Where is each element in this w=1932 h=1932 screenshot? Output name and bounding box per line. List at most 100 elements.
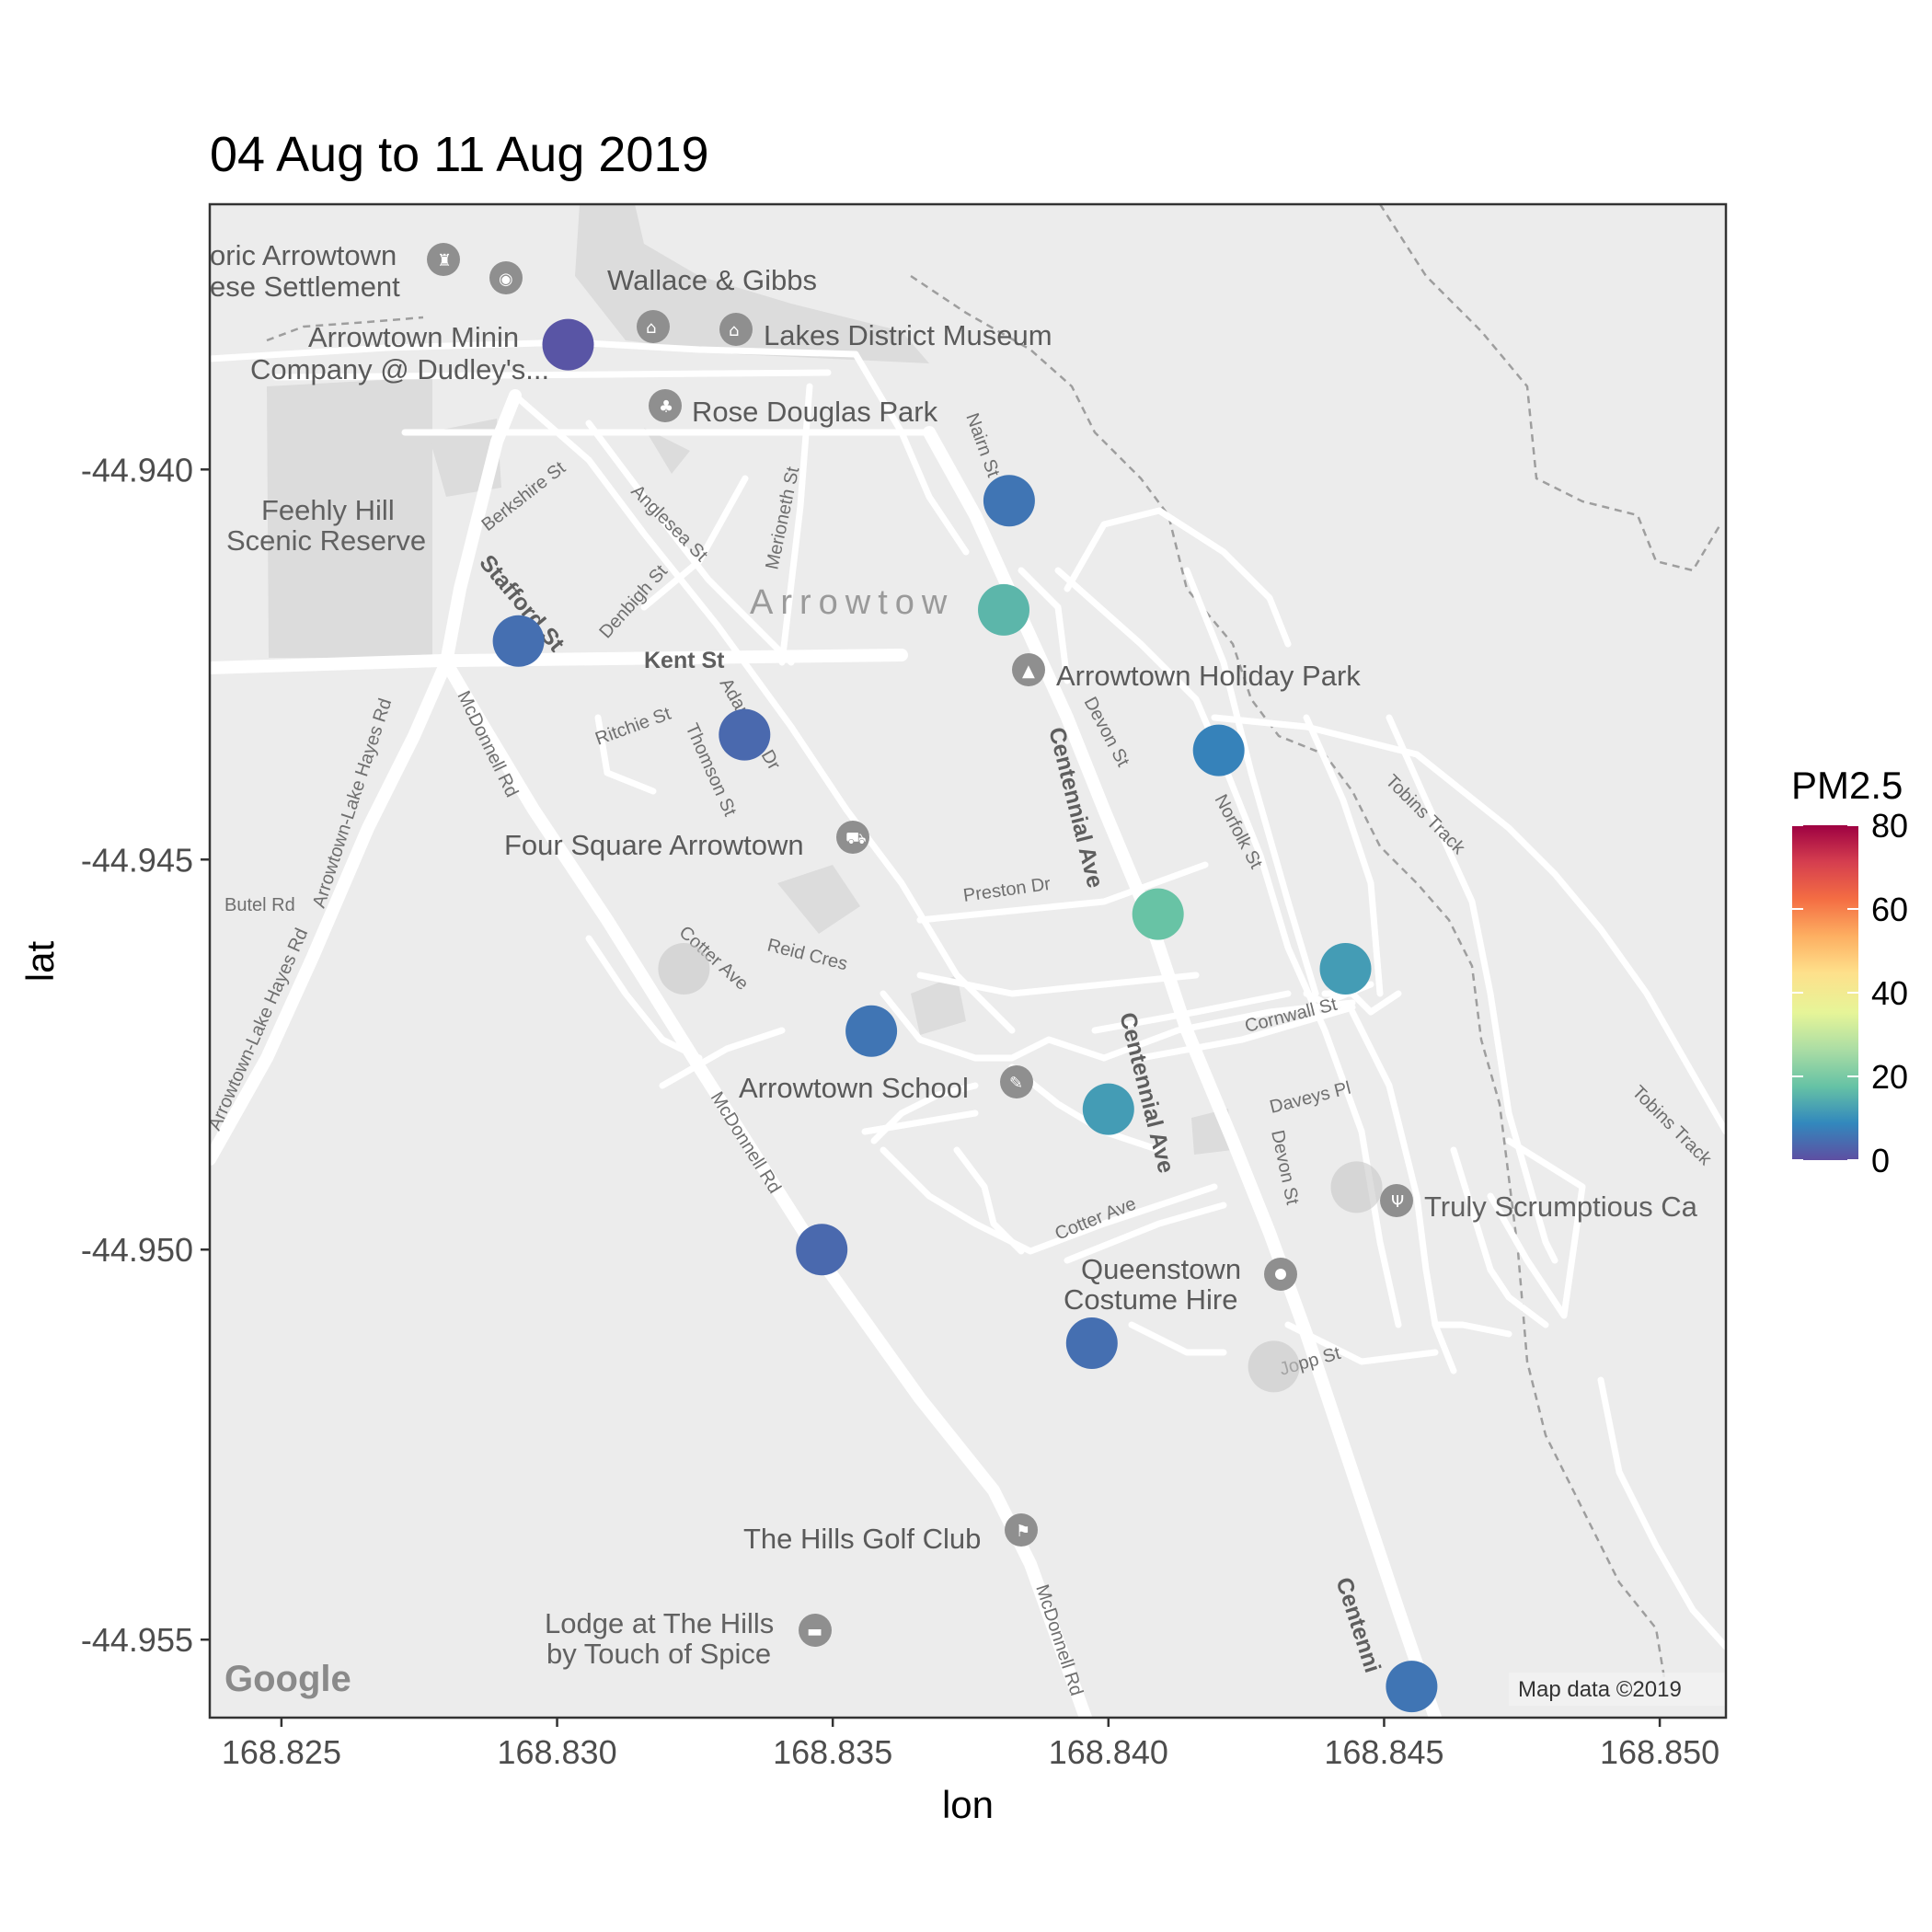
map-attribution: Map data ©2019 — [1518, 1677, 1682, 1702]
svg-text:▲: ▲ — [1022, 661, 1035, 681]
data-point — [978, 583, 1029, 636]
poi-label: Costume Hire — [1064, 1283, 1238, 1316]
data-point — [542, 318, 594, 371]
y-axis: -44.940 -44.945 -44.950 -44.955 — [81, 451, 210, 1659]
school-icon: ✎ — [1000, 1065, 1033, 1098]
poi-label: Lodge at The Hills — [545, 1607, 774, 1639]
y-tick-label: -44.955 — [81, 1621, 193, 1659]
data-point — [1319, 943, 1372, 995]
legend-tick-label: 40 — [1871, 974, 1908, 1012]
y-tick-label: -44.950 — [81, 1231, 193, 1269]
svg-text:⌂: ⌂ — [646, 318, 656, 338]
poi-label: ese Settlement — [210, 270, 400, 303]
legend-ticks: 0 20 40 60 80 — [1792, 807, 1908, 1179]
chart-title: 04 Aug to 11 Aug 2019 — [210, 127, 709, 182]
x-tick-label: 168.830 — [497, 1733, 616, 1771]
svg-text:⚑: ⚑ — [1016, 1522, 1030, 1541]
location-pin-icon — [1264, 1258, 1297, 1291]
legend-title: PM2.5 — [1791, 764, 1903, 807]
data-point-missing — [1248, 1340, 1300, 1393]
poi-labels: oric Arrowtown ♜ ese Settlement ◉ Wallac… — [210, 239, 1698, 1670]
park-icon: ♣ — [649, 389, 682, 422]
x-tick-label: 168.840 — [1049, 1733, 1168, 1771]
reserve-area — [267, 377, 432, 658]
data-point — [719, 708, 771, 761]
data-point — [796, 1224, 848, 1276]
legend-tick-label: 0 — [1871, 1142, 1890, 1179]
poi-label: by Touch of Spice — [546, 1638, 771, 1670]
svg-text:◉: ◉ — [499, 270, 513, 289]
data-points — [492, 318, 1438, 1713]
shopping-cart-icon: ⛟ — [836, 821, 869, 854]
svg-text:Ψ: Ψ — [1391, 1192, 1404, 1212]
poi-label: The Hills Golf Club — [743, 1523, 981, 1555]
x-tick-label: 168.845 — [1324, 1733, 1443, 1771]
legend-tick-label: 20 — [1871, 1058, 1908, 1096]
museum-icon: ⌂ — [719, 313, 753, 346]
x-axis: 168.825 168.830 168.835 168.840 168.845 168.8… — [222, 1718, 1719, 1771]
poi-label: Lakes District Museum — [764, 319, 1052, 351]
data-point — [845, 1005, 898, 1057]
campground-icon: ▲ — [1012, 653, 1045, 686]
data-point — [1192, 724, 1245, 776]
poi-label: Feehly Hill — [261, 494, 395, 526]
svg-text:⌂: ⌂ — [729, 321, 739, 340]
data-point — [983, 475, 1035, 527]
svg-text:✎: ✎ — [1009, 1074, 1023, 1093]
street-label-kent: Kent St — [644, 648, 725, 673]
poi-label: Truly Scrumptious Ca — [1424, 1190, 1698, 1223]
poi-label: Company @ Dudley's... — [250, 353, 549, 385]
data-point — [1065, 1317, 1118, 1369]
hotel-icon: ▬ — [799, 1614, 832, 1647]
town-label: Arrowtow — [750, 583, 954, 622]
park-area — [911, 975, 966, 1035]
google-logo: Google — [224, 1659, 351, 1699]
data-point — [1132, 888, 1184, 940]
poi-label: Rose Douglas Park — [692, 396, 938, 428]
museum-icon: ⌂ — [637, 310, 670, 343]
trail-path — [1378, 204, 1722, 572]
poi-label: Arrowtown School — [739, 1072, 969, 1104]
poi-label: Arrowtown Holiday Park — [1056, 660, 1361, 692]
x-tick-label: 168.850 — [1600, 1733, 1719, 1771]
x-tick-label: 168.825 — [222, 1733, 341, 1771]
park-area — [644, 428, 690, 474]
svg-text:♣: ♣ — [659, 397, 673, 417]
svg-text:♜: ♜ — [437, 251, 452, 270]
poi-label: Queenstown — [1081, 1253, 1241, 1285]
y-tick-label: -44.940 — [81, 451, 193, 489]
street-label-butel: Butel Rd — [224, 895, 295, 915]
panel-border — [208, 202, 1728, 1719]
poi-label: Scenic Reserve — [226, 524, 426, 557]
road-berkshire — [440, 389, 522, 669]
x-axis-title: lon — [942, 1783, 994, 1826]
minor-roads — [210, 339, 1726, 1650]
y-axis-title: lat — [18, 940, 62, 982]
poi-label: Four Square Arrowtown — [504, 829, 804, 861]
data-point — [1082, 1083, 1134, 1135]
legend: PM2.5 0 20 40 60 80 — [1791, 764, 1908, 1179]
data-point-missing — [658, 943, 710, 995]
y-tick-label: -44.945 — [81, 841, 193, 879]
camera-icon: ◉ — [489, 261, 523, 294]
legend-tick-label: 60 — [1871, 891, 1908, 928]
road-arrowtown-lake-hayes — [210, 656, 453, 1166]
legend-tick-label: 80 — [1871, 807, 1908, 845]
x-tick-label: 168.835 — [773, 1733, 892, 1771]
museum-icon: ♜ — [427, 243, 460, 276]
svg-text:⛟: ⛟ — [845, 829, 867, 848]
park-area — [777, 865, 860, 934]
attribution-background — [1509, 1673, 1726, 1706]
svg-text:▬: ▬ — [807, 1622, 822, 1641]
restaurant-icon: Ψ — [1380, 1184, 1413, 1217]
data-point — [492, 615, 545, 667]
poi-label: Arrowtown Minin — [308, 321, 519, 353]
trail-path — [910, 274, 1667, 1685]
data-point — [1386, 1661, 1438, 1713]
poi-label: oric Arrowtown — [210, 239, 397, 271]
basemap: Berkshire St Anglesea St Merioneth St Na… — [210, 204, 1726, 1718]
trail-path — [266, 316, 424, 342]
poi-label: Wallace & Gibbs — [607, 264, 817, 296]
data-point-missing — [1330, 1161, 1383, 1213]
